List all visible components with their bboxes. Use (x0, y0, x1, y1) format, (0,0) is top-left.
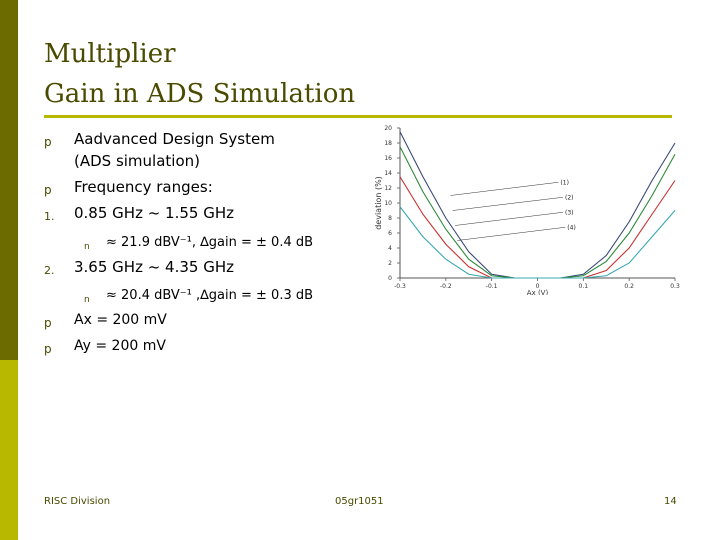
footer-course-code: 05gr1051 (335, 496, 384, 507)
sidebar-accent-dark (0, 0, 18, 360)
bullet-text-frequency: Frequency ranges: (74, 178, 213, 196)
footer-division: RISC Division (44, 496, 111, 507)
bullet-text-ax: Ax = 200 mV (74, 312, 167, 328)
x-axis-label: Ax (V) (527, 289, 549, 295)
series-callout-line-3 (454, 212, 564, 226)
series-callout-line-4 (457, 227, 566, 241)
series-callout-line-2 (452, 197, 564, 211)
x-tick-label: -0.2 (440, 283, 452, 290)
y-tick-label: 0 (388, 275, 392, 282)
slide-title-line-1: Multiplier (44, 39, 176, 69)
bullet-marker: p (44, 135, 52, 149)
slide-title-line-2: Gain in ADS Simulation (44, 79, 356, 109)
sub-bullet-marker: n (84, 295, 90, 305)
y-tick-label: 10 (384, 200, 392, 207)
slide-title: Multiplier Gain in ADS Simulation (44, 34, 355, 114)
x-tick-label: 0.3 (670, 283, 680, 290)
x-tick-label: -0.3 (394, 283, 406, 290)
series-line-3 (399, 176, 676, 279)
y-tick-label: 20 (384, 125, 392, 132)
y-axis-label: deviation (%) (374, 176, 383, 230)
sub-text-gain-1: ≈ 21.9 dBV⁻¹, ∆gain = ± 0.4 dB (106, 235, 314, 250)
x-tick-label: 0.1 (579, 283, 589, 290)
numbered-text-1: 0.85 GHz ~ 1.55 GHz (74, 204, 234, 222)
y-tick-label: 14 (384, 170, 392, 177)
sidebar-accent-light (0, 360, 18, 540)
sub-text-gain-2: ≈ 20.4 dBV⁻¹ ,∆gain = ± 0.3 dB (106, 288, 314, 303)
number-marker-1: 1. (44, 210, 55, 223)
bullet-marker: p (44, 183, 52, 197)
series-line-1 (399, 131, 676, 279)
y-tick-label: 6 (388, 230, 392, 237)
bullet-text-ads-line2: (ADS simulation) (74, 152, 200, 170)
series-line-4 (399, 206, 676, 279)
x-tick-label: -0.1 (486, 283, 498, 290)
x-tick-label: 0 (536, 283, 540, 290)
title-rule (44, 115, 672, 118)
x-tick-label: 0.2 (624, 283, 634, 290)
numbered-text-2: 3.65 GHz ~ 4.35 GHz (74, 258, 234, 276)
series-label-1: (1) (560, 179, 569, 186)
y-tick-label: 4 (388, 245, 392, 252)
deviation-chart: 0 2 4 6 8 10 12 14 16 18 20 -0.3 -0.2 -0.1 0 0.1 0.2 0.3 A… (374, 125, 680, 295)
series-label-4: (4) (567, 224, 576, 231)
number-marker-2: 2. (44, 264, 55, 277)
bullet-text-ay: Ay = 200 mV (74, 338, 166, 354)
series-label-2: (2) (565, 194, 574, 201)
y-tick-label: 8 (388, 215, 392, 222)
series-callout-line-1 (450, 182, 559, 196)
y-tick-label: 12 (384, 185, 392, 192)
series-label-3: (3) (565, 209, 574, 216)
bullet-marker: p (44, 342, 52, 356)
footer-page-number: 14 (664, 496, 677, 507)
y-tick-label: 2 (388, 260, 392, 267)
bullet-marker: p (44, 316, 52, 330)
y-tick-label: 18 (384, 140, 392, 147)
sub-bullet-marker: n (84, 242, 90, 252)
bullet-text-ads-line1: Aadvanced Design System (74, 130, 275, 148)
y-tick-label: 16 (384, 155, 392, 162)
